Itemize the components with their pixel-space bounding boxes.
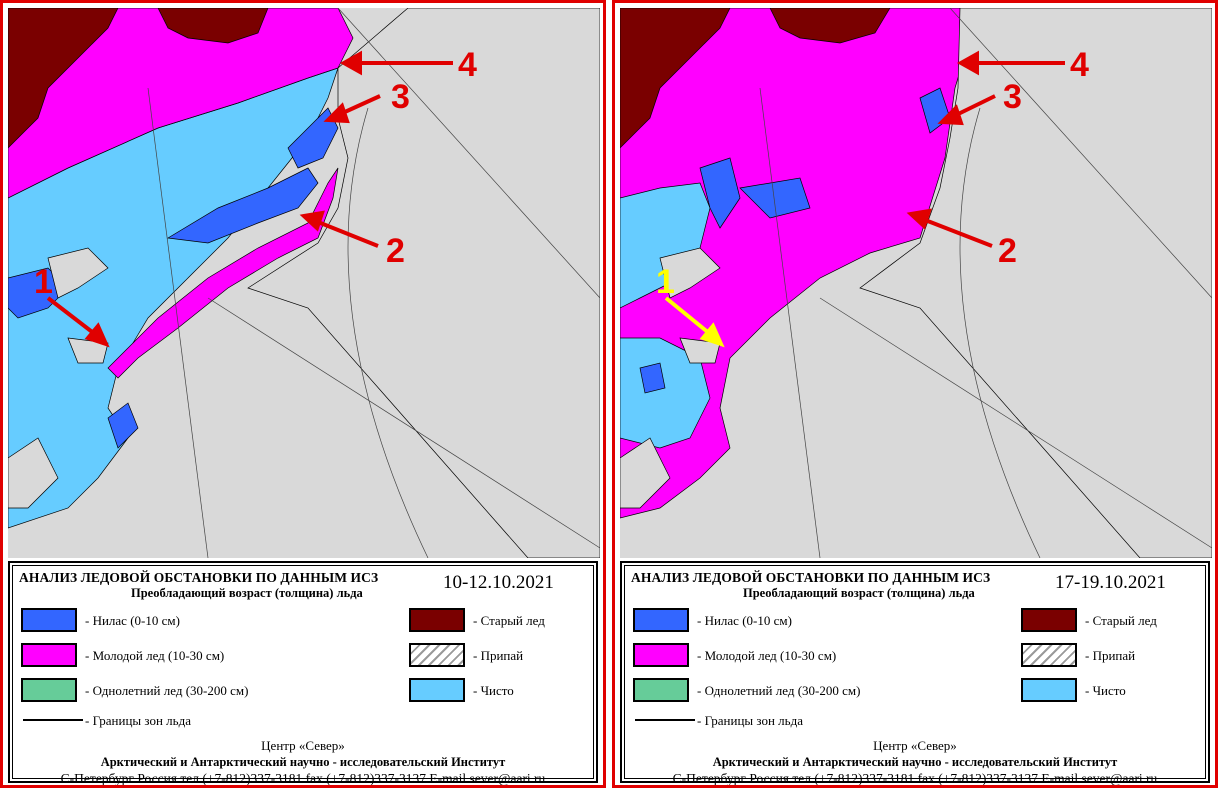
label-boundaries: - Границы зон льда <box>697 713 803 728</box>
marker-1: 1 <box>656 263 675 301</box>
label-first-year-ice: - Однолетний лед (30-200 см) <box>85 683 249 698</box>
label-young-ice: - Молодой лед (10-30 см) <box>697 648 837 663</box>
swatch-nilas <box>633 608 689 632</box>
swatch-old-ice <box>409 608 465 632</box>
swatch-first-year-ice <box>21 678 77 702</box>
legend-title: АНАЛИЗ ЛЕДОВОЙ ОБСТАНОВКИ ПО ДАННЫМ ИСЗ <box>631 570 991 585</box>
legend-left: АНАЛИЗ ЛЕДОВОЙ ОБСТАНОВКИ ПО ДАННЫМ ИСЗ … <box>8 561 598 785</box>
legend-subtitle: Преобладающий возраст (толщина) льда <box>743 586 975 600</box>
ice-map-svg-right <box>620 8 1212 558</box>
legend-date: 10-12.10.2021 <box>443 572 554 593</box>
label-young-ice: - Молодой лед (10-30 см) <box>85 648 225 663</box>
legend-subtitle: Преобладающий возраст (толщина) льда <box>131 586 363 600</box>
swatch-young-ice <box>21 643 77 667</box>
swatch-open-water <box>409 678 465 702</box>
label-fast-ice: - Припай <box>1085 648 1136 663</box>
marker-4: 4 <box>458 46 477 84</box>
swatch-fast-ice <box>1021 643 1077 667</box>
swatch-old-ice <box>1021 608 1077 632</box>
swatch-nilas <box>21 608 77 632</box>
marker-2: 2 <box>386 232 405 270</box>
label-open-water: - Чисто <box>473 683 514 698</box>
label-nilas: - Нилас (0-10 см) <box>697 613 792 628</box>
ice-map-left: 1 2 3 4 <box>8 8 600 558</box>
marker-1: 1 <box>34 263 53 301</box>
footer-center: Центр «Север» <box>261 738 345 753</box>
legend-right: АНАЛИЗ ЛЕДОВОЙ ОБСТАНОВКИ ПО ДАННЫМ ИСЗ … <box>620 561 1210 785</box>
marker-4: 4 <box>1070 46 1089 84</box>
swatch-open-water <box>1021 678 1077 702</box>
label-open-water: - Чисто <box>1085 683 1126 698</box>
label-first-year-ice: - Однолетний лед (30-200 см) <box>697 683 861 698</box>
swatch-fast-ice <box>409 643 465 667</box>
label-old-ice: - Старый лед <box>473 613 545 628</box>
boundary-line-sample <box>635 719 695 721</box>
footer-center: Центр «Север» <box>873 738 957 753</box>
marker-3: 3 <box>391 78 410 116</box>
ice-map-svg-left <box>8 8 600 558</box>
legend-title: АНАЛИЗ ЛЕДОВОЙ ОБСТАНОВКИ ПО ДАННЫМ ИСЗ <box>19 570 379 585</box>
legend-date: 17-19.10.2021 <box>1055 572 1166 593</box>
swatch-young-ice <box>633 643 689 667</box>
marker-2: 2 <box>998 232 1017 270</box>
swatch-first-year-ice <box>633 678 689 702</box>
ice-map-panel-right: 1 2 3 4 АНАЛИЗ ЛЕДОВОЙ ОБСТАНОВКИ ПО ДАН… <box>612 0 1218 788</box>
marker-3: 3 <box>1003 78 1022 116</box>
boundary-line-sample <box>23 719 83 721</box>
label-old-ice: - Старый лед <box>1085 613 1157 628</box>
footer-contacts: С-Петербург Россия тел.(+7-812)337-3181 … <box>672 771 1158 786</box>
footer-institute: Арктический и Антарктический научно - ис… <box>100 755 506 769</box>
ice-map-right: 1 2 3 4 <box>620 8 1212 558</box>
label-fast-ice: - Припай <box>473 648 524 663</box>
footer-institute: Арктический и Антарктический научно - ис… <box>712 755 1118 769</box>
ice-map-panel-left: 1 2 3 4 АНАЛИЗ ЛЕДОВОЙ ОБСТАНОВКИ ПО ДАН… <box>0 0 606 788</box>
label-boundaries: - Границы зон льда <box>85 713 191 728</box>
label-nilas: - Нилас (0-10 см) <box>85 613 180 628</box>
footer-contacts: С-Петербург Россия тел.(+7-812)337-3181 … <box>60 771 546 786</box>
